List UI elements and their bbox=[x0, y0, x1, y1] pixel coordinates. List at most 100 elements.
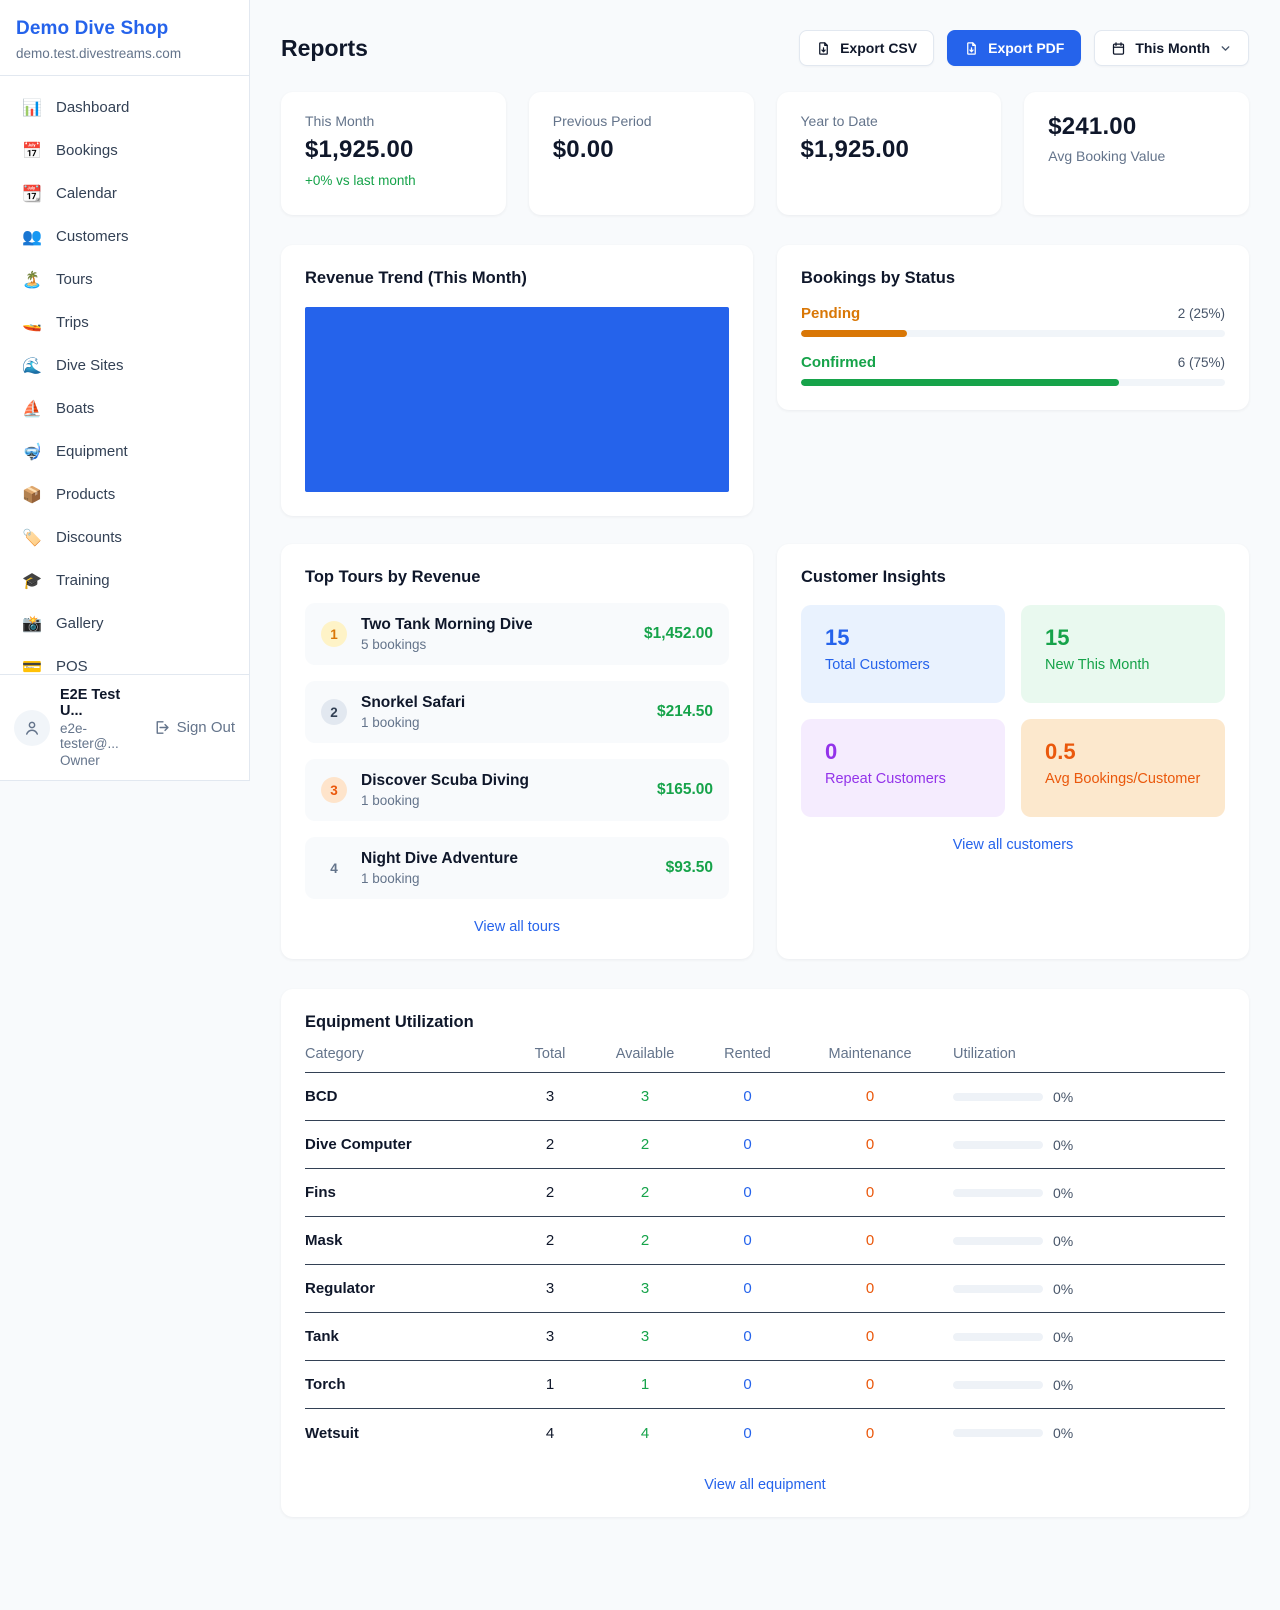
equipment-total: 3 bbox=[545, 1280, 555, 1297]
tour-name: Discover Scuba Diving bbox=[361, 772, 529, 789]
tour-revenue: $214.50 bbox=[656, 703, 713, 720]
sidebar-item-products[interactable]: 📦 Products bbox=[12, 477, 237, 512]
insight-value: 15 bbox=[1045, 625, 1070, 650]
sidebar-item-boats[interactable]: ⛵ Boats bbox=[12, 391, 237, 426]
table-row: Regulator 3 3 0 0 0% bbox=[305, 1265, 1225, 1313]
equipment-rented: 0 bbox=[743, 1328, 752, 1345]
sidebar-item-tours[interactable]: 🏝️ Tours bbox=[12, 262, 237, 297]
sign-out-label: Sign Out bbox=[176, 719, 235, 736]
customer-insights-card: Customer Insights 15 Total Customers 15 … bbox=[777, 544, 1249, 959]
page-title: Reports bbox=[281, 34, 368, 61]
column-header-category: Category bbox=[305, 1046, 364, 1062]
sign-out-button[interactable]: Sign Out bbox=[153, 719, 235, 736]
utilization-percent: 0% bbox=[1053, 1376, 1074, 1393]
sidebar: Demo Dive Shop demo.test.divestreams.com… bbox=[0, 0, 250, 781]
sidebar-item-bookings[interactable]: 📅 Bookings bbox=[12, 133, 237, 168]
view-all-tours-link[interactable]: View all tours bbox=[474, 919, 560, 935]
export-csv-button[interactable]: Export CSV bbox=[799, 30, 935, 66]
insight-label: Avg Bookings/Customer bbox=[1045, 771, 1201, 787]
equipment-utilization-cell: 0% bbox=[945, 1185, 1225, 1201]
equipment-rented: 0 bbox=[743, 1232, 752, 1249]
tour-rank-badge: 2 bbox=[321, 699, 347, 725]
calendar-icon bbox=[1113, 41, 1125, 55]
island-icon: 🏝️ bbox=[22, 271, 42, 289]
equipment-maintenance: 0 bbox=[865, 1328, 875, 1345]
column-header-rented: Rented bbox=[724, 1046, 771, 1062]
stat-label: Year to Date bbox=[800, 113, 878, 129]
sidebar-nav: 📊 Dashboard 📅 Bookings 📆 Calendar 👥 Cust… bbox=[0, 76, 249, 674]
equipment-available: 1 bbox=[640, 1376, 650, 1393]
tour-list-item: 1 Two Tank Morning Dive 5 bookings $1,45… bbox=[305, 603, 729, 665]
revenue-trend-card: Revenue Trend (This Month) bbox=[281, 245, 753, 516]
sidebar-item-trips[interactable]: 🚤 Trips bbox=[12, 305, 237, 340]
sidebar-item-gallery[interactable]: 📸 Gallery bbox=[12, 606, 237, 641]
status-row: Confirmed 6 (75%) bbox=[801, 354, 1225, 386]
equipment-rented: 0 bbox=[743, 1088, 752, 1105]
equipment-total: 2 bbox=[545, 1136, 555, 1153]
utilization-percent: 0% bbox=[1053, 1088, 1074, 1105]
tour-name: Night Dive Adventure bbox=[361, 850, 519, 867]
sidebar-item-equipment[interactable]: 🤿 Equipment bbox=[12, 434, 237, 469]
main-content: Reports Export CSV Export PDF This Month… bbox=[250, 0, 1280, 1577]
sidebar-item-dashboard[interactable]: 📊 Dashboard bbox=[12, 90, 237, 125]
sidebar-item-dive-sites[interactable]: 🌊 Dive Sites bbox=[12, 348, 237, 383]
stat-label: Avg Booking Value bbox=[1048, 148, 1166, 164]
tour-info: Discover Scuba Diving 1 booking bbox=[361, 772, 529, 808]
customer-insights-title: Customer Insights bbox=[801, 568, 946, 586]
equipment-maintenance: 0 bbox=[865, 1184, 875, 1201]
user-name: E2E Test U... bbox=[60, 687, 121, 719]
file-download-icon bbox=[967, 41, 976, 55]
label-tag-icon: 🏷️ bbox=[22, 529, 42, 547]
equipment-category: Wetsuit bbox=[305, 1424, 359, 1442]
sidebar-item-pos[interactable]: 💳 POS bbox=[12, 649, 237, 674]
view-all-equipment-link[interactable]: View all equipment bbox=[704, 1477, 826, 1493]
sidebar-item-label: Bookings bbox=[56, 142, 118, 159]
sidebar-item-training[interactable]: 🎓 Training bbox=[12, 563, 237, 598]
utilization-percent: 0% bbox=[1053, 1280, 1074, 1297]
sidebar-item-customers[interactable]: 👥 Customers bbox=[12, 219, 237, 254]
equipment-available: 3 bbox=[640, 1280, 650, 1297]
equipment-available: 2 bbox=[640, 1136, 650, 1153]
status-bar-track bbox=[801, 379, 1225, 386]
table-row: Torch 1 1 0 0 0% bbox=[305, 1361, 1225, 1409]
equipment-total: 3 bbox=[545, 1088, 555, 1105]
insight-tile: 15 New This Month bbox=[1021, 605, 1225, 703]
table-row: BCD 3 3 0 0 0% bbox=[305, 1073, 1225, 1121]
stat-card: Previous Period $0.00 bbox=[528, 92, 754, 215]
equipment-category: Dive Computer bbox=[305, 1136, 412, 1153]
export-pdf-label: Export PDF bbox=[988, 40, 1065, 56]
insight-label: Repeat Customers bbox=[825, 771, 946, 787]
tour-revenue: $1,452.00 bbox=[644, 625, 713, 642]
utilization-percent: 0% bbox=[1053, 1232, 1074, 1249]
stat-value: $0.00 bbox=[552, 136, 614, 163]
period-dropdown[interactable]: This Month bbox=[1094, 30, 1249, 66]
user-box: E2E Test U... e2e-tester@... Owner Sign … bbox=[0, 674, 249, 780]
column-header-available: Available bbox=[615, 1046, 675, 1062]
equipment-maintenance: 0 bbox=[865, 1376, 875, 1393]
equipment-utilization-cell: 0% bbox=[945, 1425, 1225, 1441]
table-row: Mask 2 2 0 0 0% bbox=[305, 1217, 1225, 1265]
status-value: 2 (25%) bbox=[1177, 306, 1225, 321]
sidebar-item-calendar[interactable]: 📆 Calendar bbox=[12, 176, 237, 211]
utilization-bar-track bbox=[953, 1236, 1043, 1245]
sidebar-item-discounts[interactable]: 🏷️ Discounts bbox=[12, 520, 237, 555]
avatar bbox=[14, 709, 50, 746]
table-row: Wetsuit 4 4 0 0 0% bbox=[305, 1409, 1225, 1457]
shop-name: Demo Dive Shop bbox=[16, 18, 169, 39]
equipment-maintenance: 0 bbox=[865, 1232, 875, 1249]
equipment-utilization-cell: 0% bbox=[945, 1329, 1225, 1345]
equipment-maintenance: 0 bbox=[865, 1424, 875, 1442]
view-all-customers-link[interactable]: View all customers bbox=[952, 837, 1074, 853]
export-pdf-button[interactable]: Export PDF bbox=[947, 30, 1082, 66]
bookings-status-title: Bookings by Status bbox=[801, 269, 956, 287]
table-row: Fins 2 2 0 0 0% bbox=[305, 1169, 1225, 1217]
tour-bookings: 1 booking bbox=[361, 715, 420, 730]
tour-info: Two Tank Morning Dive 5 bookings bbox=[361, 616, 533, 652]
sign-out-icon bbox=[156, 721, 169, 734]
equipment-available: 2 bbox=[640, 1232, 650, 1249]
tour-rank-badge: 1 bbox=[321, 621, 347, 647]
insights-row: Top Tours by Revenue 1 Two Tank Morning … bbox=[281, 544, 1249, 959]
equipment-available: 4 bbox=[640, 1424, 650, 1442]
stat-delta: +0% vs last month bbox=[305, 173, 416, 188]
stat-card: Year to Date $1,925.00 bbox=[776, 92, 1002, 215]
